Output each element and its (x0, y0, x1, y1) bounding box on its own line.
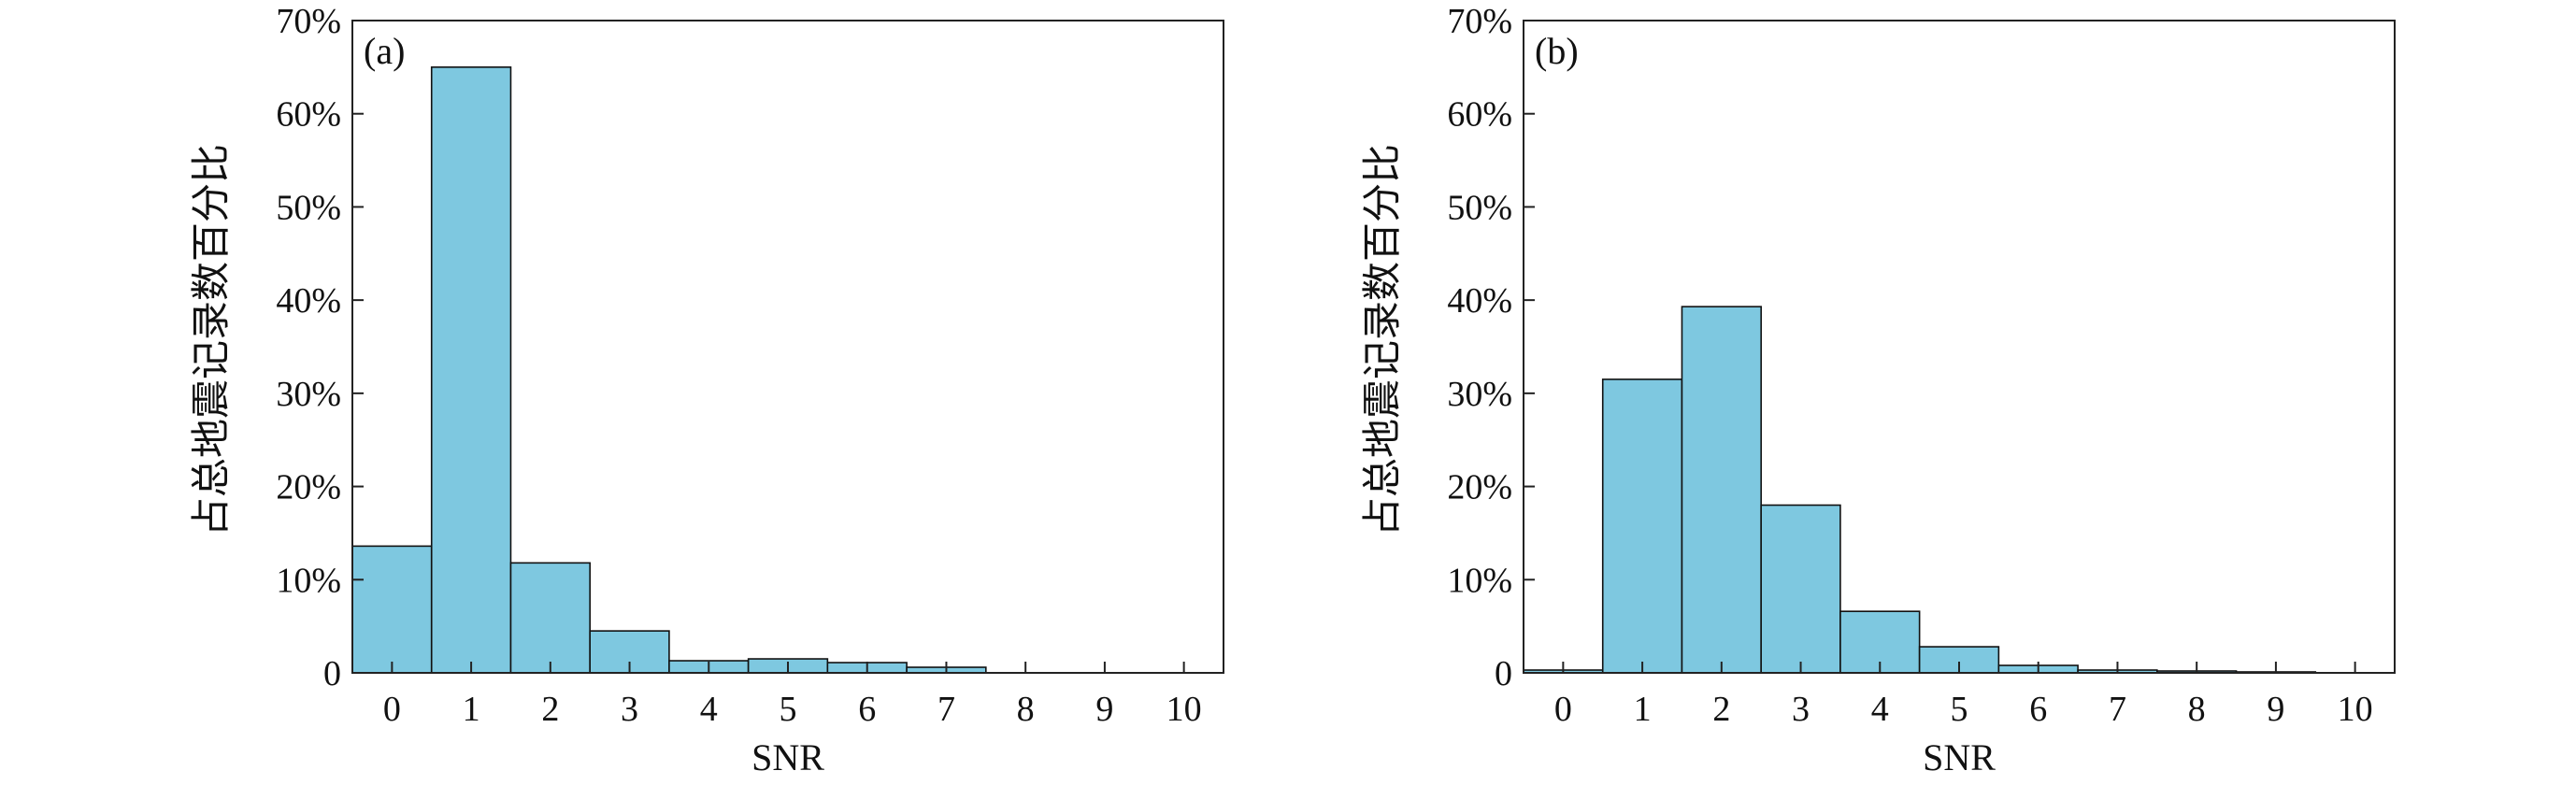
bar-snr-1 (1601, 378, 1683, 674)
y-tick-label: 40% (276, 281, 341, 321)
bars-group (1523, 306, 2317, 674)
x-tick-label: 0 (1554, 690, 1572, 729)
x-ticks: 0 1 2 3 4 5 6 7 8 9 10 (383, 662, 1202, 729)
x-axis-title: SNR (751, 736, 824, 778)
y-axis-label: 占总地震记录数百分比 (188, 144, 234, 536)
y-tick-label: 60% (276, 95, 341, 135)
y-tick-label: 70% (1447, 2, 1512, 41)
x-tick-label: 1 (1634, 690, 1652, 729)
y-tick-label: 70% (276, 2, 341, 41)
x-tick-label: 0 (383, 690, 401, 729)
x-tick-label: 2 (541, 690, 559, 729)
x-tick-label: 8 (1017, 690, 1035, 729)
bars-group (351, 66, 987, 674)
y-axis-label: 占总地震记录数百分比 (1359, 144, 1405, 536)
y-tick-label: 50% (276, 188, 341, 227)
y-tick-label: 20% (1447, 468, 1512, 507)
x-tick-label: 5 (780, 690, 797, 729)
bar-snr-2 (1681, 306, 1762, 674)
chart-panel-a: 占总地震记录数百分比 0 10% 20% 30% 40% 50% 60% 70% 0 1 2 3 4 5… (188, 2, 1224, 778)
x-axis-title: SNR (1923, 736, 1996, 778)
y-tick-label: 60% (1447, 95, 1512, 135)
x-tick-label: 4 (700, 690, 718, 729)
x-tick-label: 5 (1951, 690, 1968, 729)
x-tick-label: 7 (2109, 690, 2126, 729)
x-tick-label: 8 (2188, 690, 2206, 729)
bar-snr-1 (430, 66, 512, 674)
y-tick-label: 10% (1447, 561, 1512, 600)
x-tick-label: 4 (1871, 690, 1889, 729)
x-tick-label: 6 (2029, 690, 2047, 729)
x-ticks: 0 1 2 3 4 5 6 7 8 9 10 (1554, 662, 2373, 729)
x-tick-label: 3 (1792, 690, 1810, 729)
x-tick-label: 1 (463, 690, 480, 729)
x-tick-label: 2 (1712, 690, 1730, 729)
y-ticks: 0 10% 20% 30% 40% 50% 60% 70% (1447, 2, 1535, 693)
y-tick-label: 0 (323, 654, 341, 693)
y-tick-label: 0 (1495, 654, 1512, 693)
y-tick-label: 30% (1447, 375, 1512, 414)
y-tick-label: 50% (1447, 188, 1512, 227)
chart-panel-b: 占总地震记录数百分比 0 10% 20% 30% 40% 50% 60% 70% 0 1 2 3 4 5… (1359, 2, 2396, 778)
x-tick-label: 10 (2338, 690, 2373, 729)
y-tick-label: 30% (276, 375, 341, 414)
bar-snr-2 (509, 562, 591, 674)
x-tick-label: 9 (1095, 690, 1113, 729)
y-axis-title: 占总地震记录数百分比 (1359, 144, 1405, 536)
bar-snr-0 (351, 545, 433, 674)
x-tick-label: 10 (1166, 690, 1202, 729)
x-tick-label: 9 (2267, 690, 2284, 729)
y-ticks: 0 10% 20% 30% 40% 50% 60% 70% (276, 2, 364, 693)
y-tick-label: 10% (276, 561, 341, 600)
panel-label: (a) (364, 30, 405, 72)
y-axis-title: 占总地震记录数百分比 (188, 144, 234, 536)
x-tick-label: 3 (621, 690, 638, 729)
panel-label: (b) (1535, 30, 1579, 72)
x-tick-label: 7 (937, 690, 955, 729)
y-tick-label: 40% (1447, 281, 1512, 321)
y-tick-label: 20% (276, 468, 341, 507)
x-tick-label: 6 (858, 690, 876, 729)
bar-snr-3 (1760, 504, 1841, 674)
